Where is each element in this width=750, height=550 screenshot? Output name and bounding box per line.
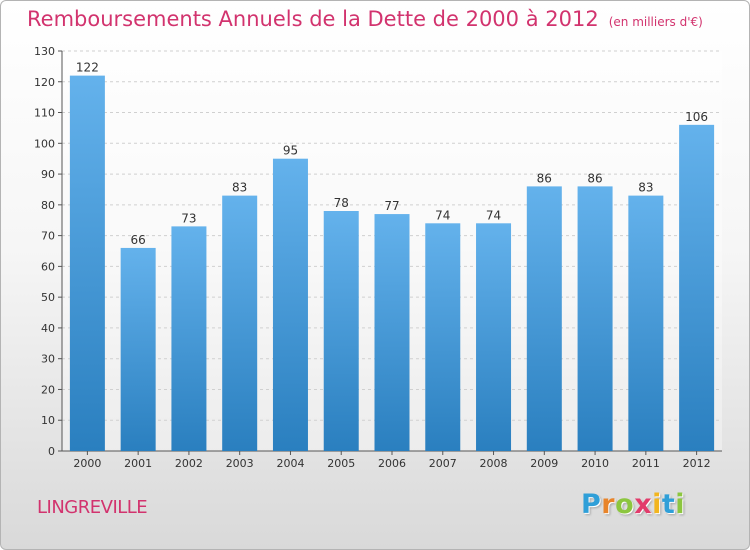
proxiti-logo[interactable]: Proxiti — [581, 489, 685, 520]
value-label-2011: 83 — [638, 181, 653, 195]
bar-2000 — [69, 75, 105, 451]
bar-2009 — [526, 186, 562, 451]
value-label-2009: 86 — [537, 171, 552, 185]
x-tick-label: 2006 — [378, 457, 406, 470]
y-tick-label: 110 — [34, 107, 55, 120]
bar-2002 — [171, 226, 207, 451]
x-tick-label: 2010 — [581, 457, 609, 470]
bar-2012 — [679, 124, 715, 451]
chart-title-text: Remboursements Annuels de la Dette de 20… — [27, 7, 599, 31]
bar-2010 — [577, 186, 613, 451]
chart-unit-label: (en milliers d'€) — [608, 15, 703, 29]
bars — [69, 75, 715, 451]
value-label-2002: 73 — [181, 211, 196, 225]
logo-letter: i — [652, 489, 662, 520]
y-tick-label: 90 — [41, 168, 55, 181]
x-tick-label: 2004 — [276, 457, 304, 470]
value-label-2012: 106 — [685, 110, 708, 124]
bar-2003 — [222, 195, 258, 451]
value-label-2010: 86 — [587, 171, 602, 185]
x-tick-label: 2009 — [530, 457, 558, 470]
y-tick-label: 80 — [41, 199, 55, 212]
value-label-2007: 74 — [435, 208, 450, 222]
y-tick-label: 120 — [34, 76, 55, 89]
place-name: LINGREVILLE — [37, 497, 148, 518]
bar-2011 — [628, 195, 664, 451]
logo-letter: x — [634, 489, 653, 520]
value-label-2000: 122 — [76, 61, 99, 75]
x-tick-label: 2001 — [124, 457, 152, 470]
logo-letter: t — [661, 489, 676, 520]
bar-2007 — [425, 223, 461, 451]
y-tick-label: 0 — [48, 445, 55, 458]
bar-2005 — [323, 211, 359, 451]
y-tick-label: 130 — [34, 45, 55, 58]
value-label-2005: 78 — [334, 196, 349, 210]
chart-title: Remboursements Annuels de la Dette de 20… — [27, 7, 703, 31]
value-label-2003: 83 — [232, 181, 247, 195]
y-tick-label: 10 — [41, 414, 55, 427]
y-tick-label: 50 — [41, 291, 55, 304]
value-label-2008: 74 — [486, 208, 501, 222]
logo-letter: o — [615, 489, 635, 520]
x-tick-label: 2003 — [226, 457, 254, 470]
y-tick-label: 100 — [34, 137, 55, 150]
x-tick-label: 2005 — [327, 457, 355, 470]
y-tick-label: 70 — [41, 230, 55, 243]
bar-2008 — [476, 223, 512, 451]
y-tick-label: 60 — [41, 260, 55, 273]
x-tick-label: 2002 — [175, 457, 203, 470]
bar-2004 — [272, 158, 308, 451]
bar-2006 — [374, 214, 410, 451]
y-tick-label: 20 — [41, 383, 55, 396]
x-tick-label: 2011 — [632, 457, 660, 470]
y-tick-label: 40 — [41, 322, 55, 335]
x-tick-label: 2007 — [429, 457, 457, 470]
logo-letter: i — [675, 489, 686, 520]
value-label-2006: 77 — [384, 199, 399, 213]
bar-2001 — [120, 247, 156, 451]
logo-letter: P — [581, 489, 602, 520]
x-tick-label: 2000 — [73, 457, 101, 470]
x-tick-label: 2012 — [683, 457, 711, 470]
value-label-2001: 66 — [131, 233, 146, 247]
x-tick-label: 2008 — [480, 457, 508, 470]
labels: 0 10 20 30 40 50 60 70 80 90 100 110 120 130 122 2000 66… — [34, 45, 711, 470]
y-tick-label: 30 — [41, 353, 55, 366]
logo-letter: r — [601, 489, 616, 520]
value-label-2004: 95 — [283, 144, 298, 158]
